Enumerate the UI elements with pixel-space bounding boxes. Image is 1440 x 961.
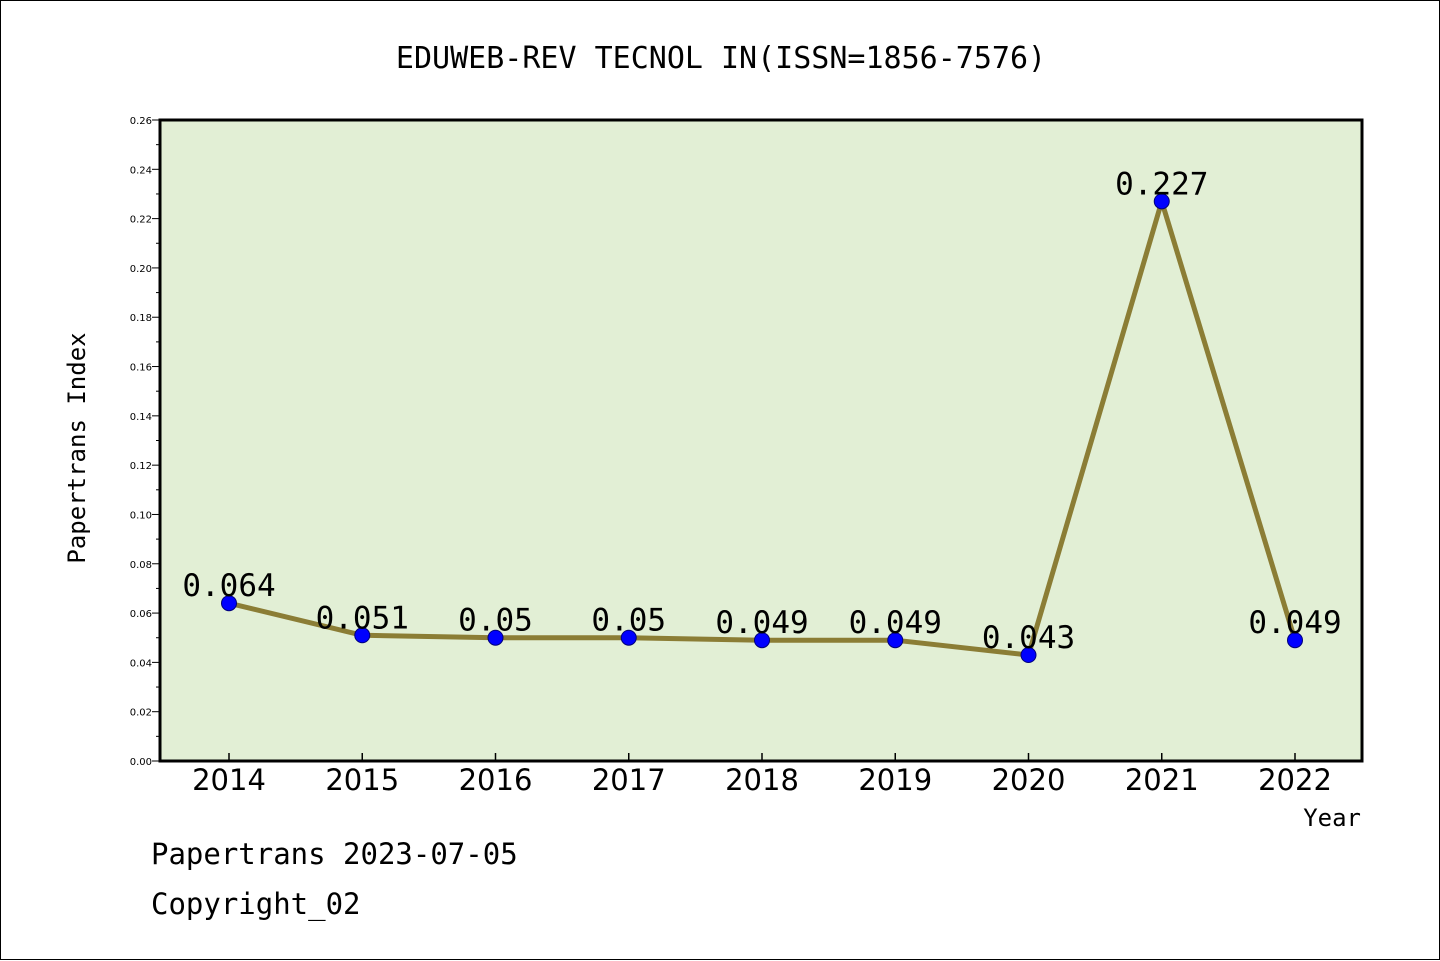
data-point [620,629,637,646]
y-tick-label: 0.12 [130,461,152,472]
x-axis: 2014 2015 2016 2017 2018 2019 2020 2021 2022 [192,753,1332,797]
footer-copyright: Copyright_02 [151,887,361,921]
data-label: 0.049 [715,605,808,641]
y-tick-label: 0.14 [130,412,152,423]
data-point [1287,632,1303,649]
plot-area [160,120,1362,761]
data-point [487,629,504,646]
y-axis: 0.00 0.02 0.04 0.06 0.08 0.10 0.12 0.14 0.16 0.18… [130,116,160,768]
footer-date: Papertrans 2023-07-05 [151,837,518,871]
data-label: 0.049 [1248,605,1341,641]
y-tick-label: 0.26 [130,116,152,127]
data-label: 0.05 [458,603,533,639]
x-tick-label: 2019 [858,763,932,797]
x-tick-label: 2022 [1258,763,1332,797]
y-tick-label: 0.18 [130,313,152,324]
x-axis-title: Year [1303,804,1361,832]
data-label: 0.05 [591,603,666,639]
data-point [221,595,237,612]
data-labels: 0.064 0.051 0.05 0.05 0.049 0.049 0.043 0.227 0.… [182,166,1341,656]
y-tick-label: 0.24 [130,165,152,176]
x-tick-label: 2020 [992,763,1066,797]
y-tick-label: 0.22 [130,215,152,226]
y-tick-label: 0.04 [130,658,152,669]
data-label: 0.051 [316,600,409,636]
data-point [887,632,904,649]
y-axis-title: Papertrans Index [63,332,91,563]
y-tick-label: 0.02 [130,708,152,719]
data-point [754,632,770,649]
series-points [221,193,1303,663]
data-point [1153,193,1170,210]
data-label: 0.064 [182,568,275,604]
data-point [1020,646,1037,663]
y-tick-label: 0.10 [130,510,152,521]
y-tick-label: 0.16 [130,363,152,374]
y-tick-label: 0.20 [130,264,152,275]
chart-title: EDUWEB-REV TECNOL IN(ISSN=1856-7576) [396,41,1046,76]
data-label: 0.049 [849,605,942,641]
y-tick-label: 0.00 [130,757,152,768]
plot-border [158,118,1364,763]
data-point [354,627,371,644]
data-label: 0.227 [1115,166,1208,202]
y-tick-label: 0.08 [130,560,152,571]
x-tick-label: 2018 [725,763,799,797]
x-tick-label: 2016 [459,763,533,797]
x-tick-label: 2015 [325,763,399,797]
x-tick-label: 2014 [192,763,266,797]
y-tick-label: 0.06 [130,609,152,620]
data-label: 0.043 [982,620,1075,656]
x-tick-label: 2021 [1125,763,1199,797]
x-tick-label: 2017 [592,763,666,797]
